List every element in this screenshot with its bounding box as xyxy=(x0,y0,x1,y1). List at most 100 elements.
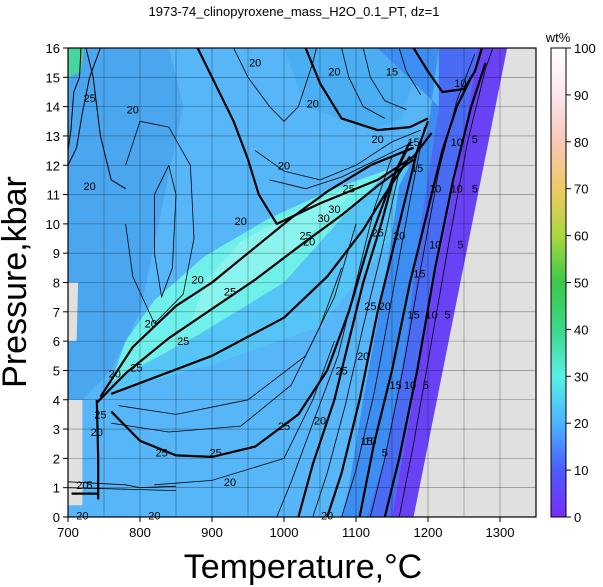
contour-label: 15 xyxy=(411,163,423,175)
y-tick-label: 13 xyxy=(46,129,60,144)
contour-line xyxy=(110,150,408,458)
contour-label: 20 xyxy=(314,415,326,427)
contour-line xyxy=(95,399,100,494)
x-tick-label: 1300 xyxy=(486,525,515,540)
y-tick-label: 12 xyxy=(46,158,60,173)
contour-label: 10 xyxy=(451,184,463,196)
y-tick-label: 10 xyxy=(46,217,60,232)
contour-label: 20 xyxy=(191,275,203,287)
contour-label: 25 xyxy=(177,336,189,348)
contour-label: 25 xyxy=(343,184,355,196)
contour-line xyxy=(125,120,195,324)
y-tick-label: 8 xyxy=(53,276,60,291)
y-tick-label: 15 xyxy=(46,70,60,85)
field-no-data-left2 xyxy=(68,399,83,506)
contour-label: 20 xyxy=(307,99,319,111)
colorbar-label: wt% xyxy=(545,30,571,45)
contour-label: 15 xyxy=(361,436,373,448)
contour-line xyxy=(269,141,414,190)
contour-label: 5 xyxy=(472,134,478,146)
y-tick-label: 3 xyxy=(53,422,60,437)
contour-line xyxy=(412,48,484,94)
contour-label: 20 xyxy=(235,216,247,228)
contour-label: 20 xyxy=(224,477,236,489)
contour-line xyxy=(304,48,429,132)
contour-label: 25 xyxy=(94,409,106,421)
x-tick-label: 1000 xyxy=(270,525,299,540)
contour-line xyxy=(312,171,400,517)
colorbar-tick-label: 70 xyxy=(574,182,588,197)
y-tick-label: 5 xyxy=(53,363,60,378)
contour-label: 25 xyxy=(364,301,376,313)
contour-line xyxy=(297,141,411,517)
y-tick-label: 2 xyxy=(53,451,60,466)
contour-label: 20 xyxy=(127,105,139,117)
colorbar-tick-label: 90 xyxy=(574,88,588,103)
field-no-data-left xyxy=(68,282,79,342)
contour-label: 25 xyxy=(155,448,167,460)
contour-line xyxy=(68,48,82,151)
contour-label: 25 xyxy=(209,448,221,460)
contour-line xyxy=(362,48,407,110)
contour-lines xyxy=(68,48,494,517)
x-tick-label: 900 xyxy=(201,525,223,540)
field-10 xyxy=(366,48,479,517)
contour-line xyxy=(254,129,421,181)
contour-label: 20 xyxy=(371,134,383,146)
y-tick-label: 1 xyxy=(53,481,60,496)
field-5 xyxy=(392,48,508,517)
contour-label: 5 xyxy=(423,380,429,392)
contour-label: 5 xyxy=(457,239,463,251)
contour-label: 5 xyxy=(87,480,93,492)
colorbar-gradient xyxy=(550,47,567,518)
contour-line xyxy=(358,76,473,517)
contour-label: 25 xyxy=(335,365,347,377)
y-tick-label: 4 xyxy=(53,393,60,408)
colorbar-tick-label: 80 xyxy=(574,135,588,150)
x-tick-label: 800 xyxy=(129,525,151,540)
contour-label: 25 xyxy=(224,286,236,298)
contour-label: 20 xyxy=(249,58,261,70)
x-axis-title: Temperature,°C xyxy=(184,548,422,586)
contour-label: 10 xyxy=(404,380,416,392)
colorbar: wt% 0 10 20 30 40 50 60 70 80 90 100 xyxy=(545,30,596,525)
contour-line xyxy=(196,48,433,225)
contour-label: 20 xyxy=(91,427,103,439)
contour-line xyxy=(68,481,177,489)
contour-line xyxy=(71,492,100,500)
x-tick-label: 700 xyxy=(57,525,79,540)
contour-label: 5 xyxy=(472,184,478,196)
colorbar-tick-label: 100 xyxy=(574,41,596,56)
contour-label: 25 xyxy=(130,363,142,375)
contour-line xyxy=(383,62,487,517)
contour-label: 10 xyxy=(425,310,437,322)
contour-line xyxy=(341,127,425,517)
contour-line xyxy=(68,487,177,491)
contour-label: 25 xyxy=(83,93,95,105)
colorbar-tick-label: 20 xyxy=(574,416,588,431)
contour-label: 30 xyxy=(317,213,329,225)
y-tick-label: 11 xyxy=(47,188,61,203)
contour-label: 20 xyxy=(328,66,340,78)
contour-label: 15 xyxy=(407,137,419,149)
contour-label: 10 xyxy=(364,436,376,448)
contour-label: 15 xyxy=(386,66,398,78)
contour-label: 20 xyxy=(278,160,290,172)
contour-line xyxy=(99,146,415,398)
x-tick-label: 1100 xyxy=(342,525,370,540)
colorbar-tick-label: 60 xyxy=(574,229,588,244)
contour-label: 10 xyxy=(451,137,463,149)
contour-line xyxy=(68,48,101,166)
contour-label: 20 xyxy=(76,480,88,492)
contour-label: 20 xyxy=(83,181,95,193)
x-axis-ticks: 700 800 900 1000 1100 1200 1300 xyxy=(57,517,514,540)
contour-label: 25 xyxy=(371,228,383,240)
contour-label: 10 xyxy=(454,78,466,90)
colorbar-tick-label: 30 xyxy=(574,369,588,384)
contour-label: 10 xyxy=(429,184,441,196)
contour-line xyxy=(96,158,415,404)
field-20-corner xyxy=(284,48,414,131)
y-tick-label: 6 xyxy=(53,334,60,349)
